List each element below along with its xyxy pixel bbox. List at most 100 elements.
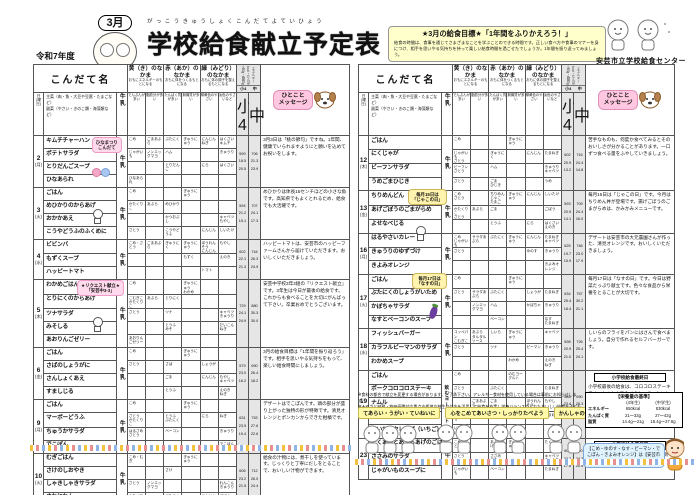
ingredient-cell — [145, 465, 165, 480]
menu-item-name-cell: すましじる — [43, 386, 117, 401]
milk-cell: 牛乳 — [115, 238, 128, 281]
ingredient-cell: にんじん — [524, 232, 544, 248]
milk-cell: 牛乳 — [440, 232, 453, 276]
ingredient-cell: しょうが — [524, 287, 544, 303]
ingredient-cell — [181, 334, 201, 349]
ribbon-border — [355, 459, 695, 465]
menu-item-name-cell: あげごぼうのごまがらめ — [368, 204, 442, 220]
menu-row: にくじゃが じゃがいも さとう ぎゅうにく にんじん たまねぎ — [359, 148, 675, 164]
menu-item-name: ごはん — [371, 137, 388, 144]
menu-row: もずくスープ もずく えのき — [34, 253, 350, 268]
milk-cell: 飲むヨーグルト — [440, 370, 453, 439]
message-header: ひとこと メッセージ — [260, 64, 350, 136]
ingredient-cell — [470, 260, 490, 276]
menu-item-name-cell: ちゅうかサラダ — [43, 426, 117, 441]
ingredient-cell — [181, 226, 201, 240]
ingredient-cell: ちりめんじゃこ たまご — [488, 190, 508, 206]
ingredient-cell — [163, 187, 183, 201]
date-number: 13 — [359, 205, 368, 213]
ingredient-cell: あぶら タルタルソース — [470, 328, 490, 344]
nutrition-values: 712 26.0 24.4 — [247, 452, 262, 495]
menu-item-name: ごはん — [371, 276, 388, 283]
ingredient-cell — [145, 226, 165, 240]
nutrition-size-header: 小4 — [560, 92, 578, 136]
milk-column-header: 牛乳 — [440, 92, 453, 136]
menu-item-name-cell: ごはん — [368, 135, 442, 150]
ingredient-cell: じゃがいも さとう — [451, 148, 472, 164]
menu-item-name: よせなべじる — [371, 221, 405, 228]
ingredient-cell — [163, 253, 183, 268]
ingredient-cell — [199, 386, 219, 401]
ingredient-cell: はるさめ さとう — [126, 426, 147, 441]
menu-item-name-cell: ハッピートマト — [43, 266, 117, 281]
ingredient-cell: とりだんご — [163, 161, 183, 175]
menu-item-name: こうやどうふのふくめに — [46, 228, 107, 235]
ingredient-cell — [181, 148, 201, 162]
ingredient-cell: ほうれんそう にんじん — [199, 238, 219, 255]
message-text: デザートはでこぽんです。頭の部分が盛り上がった独特の形が特徴です。清見オレンジと… — [263, 401, 346, 420]
nutrition-header: エネルギーkcal・たんぱく質g・脂質g 小4 中 — [235, 64, 262, 93]
ingredient-cell: キャベツ — [542, 328, 562, 344]
menu-row: ひなあられ ひなあられ — [34, 174, 350, 188]
ingredient-cell — [145, 399, 165, 414]
menu-item-name-cell: カラフルピーマンのサラダ — [368, 342, 442, 358]
ingredient-cell — [524, 176, 544, 192]
menu-item-name-cell: ごはん — [43, 187, 117, 201]
ingredient-cell: ぎゅうにゅう — [181, 187, 201, 201]
title-text: 学校給食献立予定表 — [147, 31, 382, 59]
ingredient-cell — [217, 452, 237, 467]
nutrition-size-header: 中 — [572, 92, 590, 136]
menu-row: こうやどうふのふくめに さとう こうやどうふ にんじん しいたけ — [34, 226, 350, 240]
menu-item-name-cell: むぎごはん — [43, 452, 117, 467]
message-text: ハッピートマトは、安芸市のハッピーファームさんから届けていただきます。おいしくい… — [263, 241, 346, 260]
ingredient-cell — [163, 347, 183, 362]
menu-item-name-cell: ごはん 毎月17日は 「なすの日」 — [368, 273, 447, 290]
ingredient-cell: キャベツ きゅうり — [217, 308, 237, 323]
menu-row: 4 (水) ビビンバ 牛乳 こめ・さとう ごまあぶら ぎゅうにく ぎゅうにゅう ほうれんそう に… — [32, 238, 350, 281]
menu-item-name-cell: わかめごはん ★リクエスト献立★ 「安芸中3-3」 — [43, 279, 124, 297]
ingredient-cell: にら — [199, 161, 219, 175]
ingredient-cell — [126, 161, 147, 175]
standards-header-row: (4年生) (中学生) — [626, 400, 671, 405]
date-day: (金) — [35, 374, 43, 380]
ingredient-cell — [199, 279, 219, 295]
ingredient-cell: ぎゅうにゅう わかめ — [181, 279, 201, 295]
milk-cell: 牛乳 — [440, 328, 453, 371]
date-day: (月) — [35, 162, 43, 167]
ingredient-cell: ハム — [163, 148, 183, 162]
menu-row: 17 (火) ごはん 毎月17日は 「なすの日」 牛乳 こめ ぎゅうにゅう 634 25.4 18… — [357, 273, 675, 330]
ingredient-cell — [217, 360, 237, 375]
ingredient-cell — [217, 347, 237, 362]
ingredient-cell: ビーフン さとう — [451, 162, 472, 178]
ingredient-cell — [145, 279, 165, 295]
ingredient-cell: ごま — [488, 204, 508, 220]
message-cell: 苦手なものも、何度か食べてみるとそのおいしさが分かることがあります。一口ずつ食べ… — [585, 134, 675, 192]
ingredient-cell: こめ — [451, 274, 472, 289]
standards-row: エネルギー 650kcal 830kcal — [588, 406, 671, 412]
ingredient-cell — [181, 373, 201, 388]
ingredient-cell: かつおぶし — [163, 213, 183, 227]
menu-item-name: ささみのサラダ — [371, 454, 410, 461]
menu-row: さわにわんかたくりこぶたにくにんじんごぼう たけのこ — [34, 491, 350, 495]
message-text: 苦手なものも、何度か食べてみるとそのおいしさが分かることがあります。一口ずつ食べ… — [588, 137, 671, 156]
ingredient-cell — [451, 314, 472, 330]
ingredient-cell: ぎゅうにゅう — [506, 274, 526, 289]
ingredient-cell — [199, 253, 219, 268]
date-number: 23 — [359, 452, 368, 460]
nutrition-values: 707 24.1 17.3 — [247, 187, 262, 240]
ingredient-cell: たまねぎ — [542, 465, 562, 480]
ingredient-cell: ぎゅうにく — [488, 148, 508, 164]
menu-item-name: きよみオレンジ — [371, 262, 410, 269]
hina-dolls-icon — [91, 168, 110, 177]
menu-item-name: ポテトサラダ — [46, 150, 80, 157]
date-day: (水) — [35, 260, 43, 266]
ingredient-cell: トマト — [199, 266, 219, 281]
date-column-header: 日 (曜日) — [32, 92, 45, 136]
food-subgroup-header: たんぱく質が多い — [488, 92, 508, 136]
message-text: 毎月17日は「なすの日」です。今日は野菜たっぷり献立です。色々な食品から栄養をと… — [588, 276, 671, 295]
ingredient-cell: じゃがいも — [126, 148, 147, 162]
date-number: 4 — [36, 253, 41, 261]
menu-item-name: ごはん — [46, 189, 63, 196]
ingredient-cell — [506, 176, 526, 192]
ingredient-cell — [217, 174, 237, 188]
